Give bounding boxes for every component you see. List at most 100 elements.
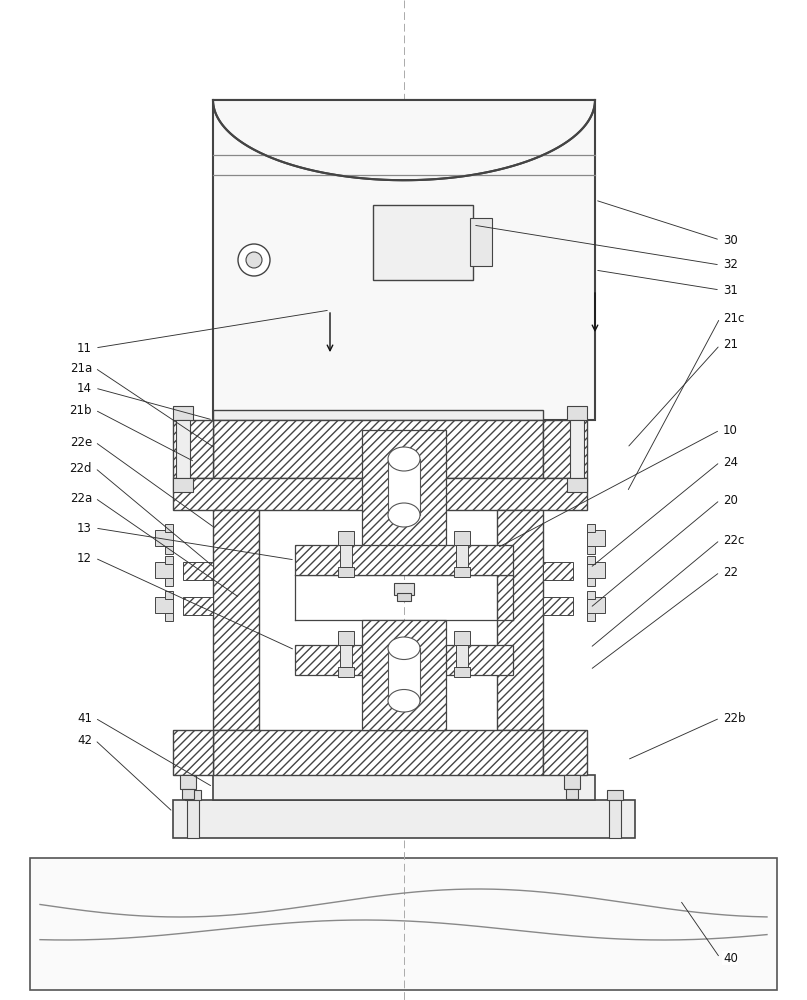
Bar — [187, 800, 199, 838]
Text: 11: 11 — [77, 342, 92, 355]
Bar — [570, 420, 584, 478]
Bar — [165, 556, 173, 564]
Bar — [587, 562, 605, 578]
Bar — [176, 420, 190, 478]
Bar — [165, 546, 173, 554]
Text: 31: 31 — [723, 284, 738, 296]
Text: 22: 22 — [723, 566, 738, 578]
Bar — [362, 430, 446, 560]
Bar — [587, 556, 595, 564]
Bar — [155, 562, 173, 578]
Bar — [173, 420, 213, 478]
Bar — [155, 597, 173, 613]
Bar — [173, 478, 193, 492]
Bar — [470, 218, 492, 266]
Bar — [185, 790, 201, 800]
Text: 41: 41 — [77, 712, 92, 724]
Bar — [213, 730, 543, 775]
Bar — [543, 597, 573, 615]
Bar — [388, 648, 420, 701]
Text: 22a: 22a — [69, 491, 92, 504]
Bar — [587, 578, 595, 586]
Bar — [587, 591, 595, 599]
Bar — [173, 406, 193, 420]
Text: 42: 42 — [77, 734, 92, 746]
Bar — [543, 562, 573, 580]
Bar — [456, 645, 468, 667]
Bar — [587, 597, 605, 613]
Bar — [454, 631, 470, 645]
Text: 22e: 22e — [69, 436, 92, 448]
Bar — [543, 420, 587, 478]
Text: 22b: 22b — [723, 712, 746, 724]
Bar — [183, 562, 213, 580]
Bar — [340, 645, 352, 667]
Text: 22d: 22d — [69, 462, 92, 475]
Bar — [397, 593, 411, 601]
Ellipse shape — [388, 690, 420, 712]
Bar — [362, 620, 446, 730]
Bar — [587, 613, 595, 621]
Bar — [165, 524, 173, 532]
Bar — [295, 645, 513, 675]
Ellipse shape — [388, 503, 420, 527]
Bar — [587, 524, 595, 532]
Bar — [165, 578, 173, 586]
Bar — [180, 775, 196, 789]
Bar — [543, 730, 587, 775]
Bar — [295, 545, 513, 575]
Bar — [165, 591, 173, 599]
Circle shape — [238, 244, 270, 276]
Bar — [173, 478, 587, 510]
Text: 30: 30 — [723, 233, 738, 246]
Bar — [338, 567, 354, 577]
Text: 21b: 21b — [69, 403, 92, 416]
Bar — [566, 789, 578, 799]
Bar — [564, 775, 580, 789]
Ellipse shape — [388, 637, 420, 660]
Bar — [456, 545, 468, 567]
Bar — [340, 545, 352, 567]
Text: 14: 14 — [77, 381, 92, 394]
Bar — [454, 667, 470, 677]
Text: 21a: 21a — [69, 361, 92, 374]
Bar — [173, 800, 635, 838]
Text: 21c: 21c — [723, 312, 744, 324]
Bar — [497, 510, 543, 730]
Bar — [394, 583, 414, 595]
Bar — [454, 567, 470, 577]
Text: 24: 24 — [723, 456, 738, 468]
Bar — [182, 789, 194, 799]
Bar — [338, 667, 354, 677]
Bar — [587, 546, 595, 554]
Text: 12: 12 — [77, 552, 92, 564]
Bar — [183, 597, 213, 615]
Bar — [165, 613, 173, 621]
Text: 10: 10 — [723, 424, 738, 436]
Ellipse shape — [388, 447, 420, 471]
Bar — [213, 510, 259, 730]
Bar — [213, 100, 595, 420]
Circle shape — [246, 252, 262, 268]
Text: 40: 40 — [723, 952, 738, 964]
Bar — [388, 459, 420, 515]
Bar — [373, 205, 473, 280]
Bar — [567, 478, 587, 492]
Bar — [173, 730, 213, 775]
Bar — [155, 530, 173, 546]
Bar — [607, 790, 623, 800]
Bar — [338, 531, 354, 545]
Bar — [213, 410, 543, 420]
Bar — [30, 858, 777, 990]
Bar — [587, 530, 605, 546]
Bar — [213, 775, 595, 800]
Text: 13: 13 — [77, 522, 92, 534]
Bar — [567, 406, 587, 420]
Text: 21: 21 — [723, 338, 738, 352]
Text: 32: 32 — [723, 258, 738, 271]
Text: 22c: 22c — [723, 534, 744, 546]
Bar — [338, 631, 354, 645]
Bar — [609, 800, 621, 838]
Text: 20: 20 — [723, 493, 738, 506]
Bar — [454, 531, 470, 545]
